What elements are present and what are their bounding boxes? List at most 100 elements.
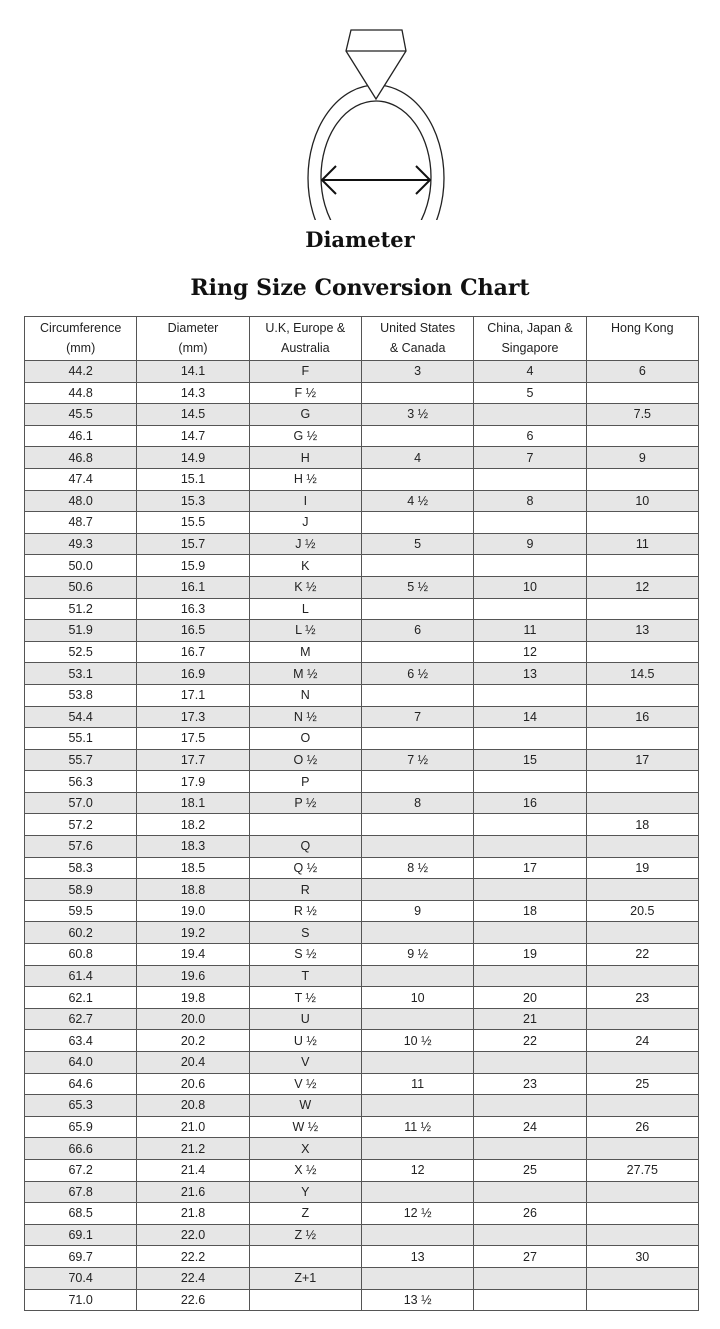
- table-cell: [473, 1288, 587, 1312]
- table-cell: 53.8: [23, 683, 138, 707]
- table-row: 67.2 21.4 X ½ 12 25 27.75: [23, 1158, 700, 1182]
- table-cell: [360, 1007, 475, 1031]
- table-cell: N: [248, 683, 362, 707]
- table-cell: 17: [585, 748, 700, 772]
- column-header: China, Japan & Singapore: [473, 316, 587, 361]
- table-cell: [585, 554, 700, 577]
- table-cell: 47.4: [23, 467, 138, 491]
- table-cell: 18.5: [136, 856, 250, 880]
- table-cell: W: [248, 1094, 362, 1117]
- table-cell: N ½: [248, 705, 362, 729]
- table-cell: [360, 727, 475, 750]
- table-cell: T: [248, 964, 362, 988]
- table-cell: L: [248, 597, 362, 621]
- table-cell: 22.0: [136, 1223, 250, 1247]
- gem-icon: [345, 29, 407, 101]
- table-cell: 7.5: [585, 403, 700, 426]
- table-cell: [585, 1223, 700, 1247]
- table-cell: K ½: [248, 575, 362, 599]
- table-row: 51.2 16.3 L: [23, 597, 700, 621]
- table-cell: 15: [473, 748, 587, 772]
- table-cell: 16.9: [136, 662, 250, 685]
- table-cell: 27.75: [585, 1158, 700, 1182]
- table-cell: P ½: [248, 791, 362, 815]
- table-cell: [473, 554, 587, 577]
- table-cell: 54.4: [23, 705, 138, 729]
- table-cell: 26: [473, 1202, 587, 1225]
- table-cell: 11 ½: [360, 1115, 475, 1139]
- table-cell: G: [248, 403, 362, 426]
- table-cell: [585, 640, 700, 664]
- table-cell: T ½: [248, 986, 362, 1009]
- table-cell: U ½: [248, 1029, 362, 1052]
- table-cell: 25: [585, 1072, 700, 1096]
- table-cell: 14.1: [136, 360, 250, 383]
- table-row: 62.1 19.8 T ½ 10 20 23: [23, 986, 700, 1009]
- table-row: 66.6 21.2 X: [23, 1137, 700, 1160]
- table-cell: [585, 921, 700, 945]
- table-cell: 20.4: [136, 1051, 250, 1074]
- table-cell: [248, 813, 362, 837]
- column-header: U.K, Europe & Australia: [248, 316, 362, 361]
- table-cell: Y: [248, 1180, 362, 1204]
- column-header-line: United States: [380, 321, 456, 335]
- table-cell: 20.0: [136, 1007, 250, 1031]
- table-row: 56.3 17.9 P: [23, 770, 700, 793]
- table-cell: [360, 813, 475, 837]
- table-cell: R: [248, 878, 362, 901]
- table-cell: 6 ½: [360, 662, 475, 685]
- table-cell: [473, 1137, 587, 1160]
- table-cell: 20.5: [585, 899, 700, 923]
- table-cell: 13 ½: [360, 1288, 475, 1312]
- table-cell: 15.3: [136, 489, 250, 513]
- table-cell: 62.1: [23, 986, 138, 1009]
- column-header: Diameter (mm): [136, 316, 250, 361]
- table-cell: 66.6: [23, 1137, 138, 1160]
- table-cell: 69.7: [23, 1245, 138, 1268]
- table-row: 64.6 20.6 V ½ 11 23 25: [23, 1072, 700, 1096]
- table-cell: 65.9: [23, 1115, 138, 1139]
- table-cell: 21.4: [136, 1158, 250, 1182]
- table-cell: 4: [473, 360, 587, 383]
- table-cell: 13: [360, 1245, 475, 1268]
- table-cell: [473, 683, 587, 707]
- table-cell: 17.9: [136, 770, 250, 793]
- table-row: 47.4 15.1 H ½: [23, 467, 700, 491]
- table-cell: 11: [585, 532, 700, 556]
- table-cell: [585, 467, 700, 491]
- table-cell: 17.1: [136, 683, 250, 707]
- table-cell: [473, 813, 587, 837]
- table-cell: 9: [585, 446, 700, 469]
- table-cell: 21.6: [136, 1180, 250, 1204]
- table-cell: 6: [473, 424, 587, 448]
- table-cell: 22: [585, 943, 700, 966]
- table-cell: [473, 1051, 587, 1074]
- table-row: 57.6 18.3 Q: [23, 835, 700, 858]
- table-row: 68.5 21.8 Z 12 ½ 26: [23, 1202, 700, 1225]
- table-cell: [585, 1007, 700, 1031]
- table-cell: H: [248, 446, 362, 469]
- table-cell: 60.2: [23, 921, 138, 945]
- table-row: 64.0 20.4 V: [23, 1051, 700, 1074]
- table-cell: 21.2: [136, 1137, 250, 1160]
- table-cell: 15.5: [136, 511, 250, 534]
- table-cell: 49.3: [23, 532, 138, 556]
- column-header-line: Circumference: [40, 321, 122, 335]
- table-cell: 11: [360, 1072, 475, 1096]
- table-cell: 6: [360, 619, 475, 642]
- table-cell: 9 ½: [360, 943, 475, 966]
- table-cell: 13: [585, 619, 700, 642]
- table-cell: 8: [360, 791, 475, 815]
- table-cell: 19.0: [136, 899, 250, 923]
- table-cell: 48.7: [23, 511, 138, 534]
- table-row: 49.3 15.7 J ½ 5 9 11: [23, 532, 700, 556]
- table-cell: 20.8: [136, 1094, 250, 1117]
- table-cell: [473, 727, 587, 750]
- table-cell: O: [248, 727, 362, 750]
- table-row: 58.9 18.8 R: [23, 878, 700, 901]
- column-header-line: China, Japan &: [487, 321, 573, 335]
- table-cell: [473, 1094, 587, 1117]
- diameter-arrow-icon: [320, 165, 432, 195]
